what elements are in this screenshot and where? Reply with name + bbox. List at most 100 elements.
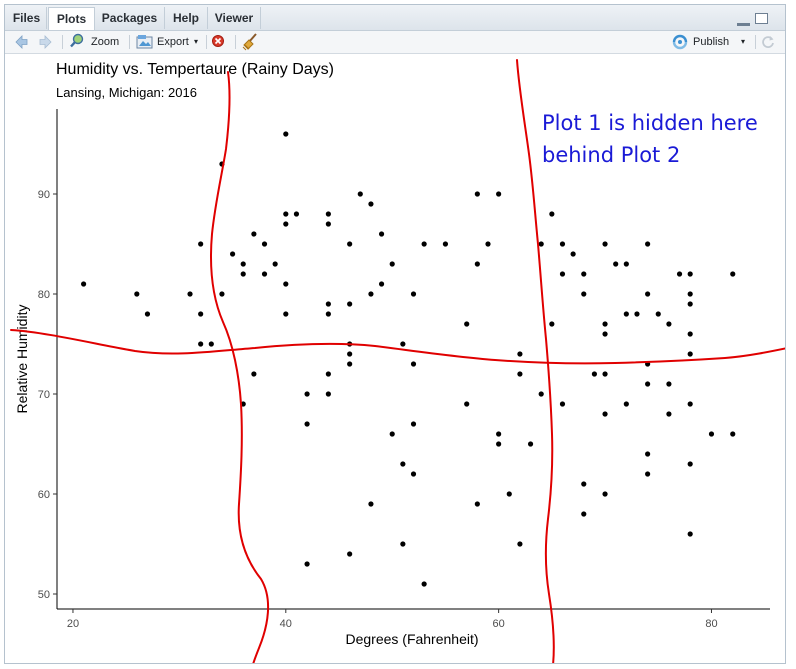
tab-plots[interactable]: Plots — [48, 7, 95, 30]
data-point — [676, 271, 683, 277]
data-point — [538, 391, 544, 397]
toolbar-divider — [755, 35, 756, 49]
data-point — [559, 271, 566, 277]
data-point — [219, 291, 225, 297]
remove-plot-button[interactable] — [211, 31, 225, 53]
annotation-note: Plot 1 is hidden here behind Plot 2 — [542, 107, 758, 171]
red-stroke-vertical-left — [210, 71, 270, 663]
data-point — [708, 431, 715, 437]
data-point — [581, 291, 587, 297]
x-tick-label: 40 — [280, 618, 292, 630]
data-point — [325, 221, 331, 227]
data-point — [645, 381, 651, 387]
zoom-magnifier-icon — [69, 31, 85, 61]
refresh-icon — [760, 36, 776, 56]
data-point — [368, 201, 374, 207]
data-point — [602, 321, 608, 327]
data-point — [602, 331, 608, 337]
zoom-button[interactable]: Zoom — [69, 31, 125, 53]
data-point — [645, 241, 651, 247]
data-point — [517, 371, 523, 377]
data-point — [283, 211, 289, 217]
data-point — [421, 241, 427, 247]
chevron-down-icon: ▾ — [741, 37, 746, 46]
data-point — [198, 241, 204, 247]
data-point — [325, 301, 331, 307]
data-point — [378, 231, 385, 237]
x-axis-title: Degrees (Fahrenheit) — [345, 631, 478, 647]
data-point — [410, 421, 417, 427]
tab-viewer[interactable]: Viewer — [208, 7, 261, 29]
clear-all-button[interactable] — [241, 31, 259, 53]
data-point — [506, 491, 512, 497]
data-point — [134, 291, 140, 297]
export-dropdown-button[interactable]: Export ▾ — [136, 31, 202, 53]
x-tick-label: 60 — [493, 618, 505, 630]
toolbar-divider — [235, 35, 236, 49]
data-point — [144, 311, 151, 317]
publish-label: Publish — [693, 36, 730, 48]
export-label: Export — [157, 36, 189, 48]
data-point — [410, 471, 417, 477]
data-point — [442, 241, 449, 247]
data-point — [325, 311, 331, 317]
data-point — [464, 321, 470, 327]
toolbar-divider — [129, 35, 130, 49]
minimize-icon[interactable] — [737, 18, 750, 26]
data-point — [410, 361, 417, 367]
back-arrow-icon[interactable] — [13, 31, 29, 53]
toolbar-divider — [206, 35, 207, 49]
data-point — [389, 261, 395, 267]
data-point — [378, 281, 385, 287]
data-point — [251, 371, 257, 377]
data-point — [283, 311, 289, 317]
data-point — [304, 561, 310, 567]
y-tick-label: 80 — [38, 289, 50, 301]
data-point — [666, 321, 672, 327]
data-point — [687, 531, 693, 537]
red-freehand-strokes — [10, 59, 785, 663]
zoom-label: Zoom — [91, 36, 120, 48]
data-point — [581, 511, 587, 517]
data-point — [687, 291, 693, 297]
data-point — [570, 251, 576, 257]
y-tick-label: 70 — [38, 389, 50, 401]
publish-icon — [671, 31, 689, 61]
forward-arrow-icon[interactable] — [38, 31, 54, 53]
tab-help[interactable]: Help — [165, 7, 208, 29]
data-point — [240, 261, 246, 267]
data-point — [347, 241, 353, 247]
data-point — [602, 241, 608, 247]
data-point — [634, 311, 640, 317]
data-point — [687, 351, 693, 357]
data-point — [559, 401, 566, 407]
y-tick-label: 60 — [38, 489, 50, 501]
data-point — [410, 291, 417, 297]
tab-packages[interactable]: Packages — [95, 7, 165, 29]
data-point — [400, 541, 406, 547]
data-point — [304, 391, 310, 397]
data-point — [325, 371, 331, 377]
data-point — [496, 191, 502, 197]
data-point — [272, 261, 278, 267]
tab-files[interactable]: Files — [7, 7, 47, 29]
data-point — [283, 281, 289, 287]
toolbar-divider — [62, 35, 63, 49]
data-point — [559, 241, 566, 247]
data-point — [602, 491, 608, 497]
data-point — [527, 441, 534, 447]
refresh-button[interactable] — [760, 31, 776, 53]
data-point — [347, 361, 353, 367]
data-point — [602, 411, 608, 417]
annotation-line-1: Plot 1 is hidden here — [542, 111, 758, 135]
maximize-icon[interactable] — [755, 13, 768, 24]
data-point — [687, 271, 693, 277]
data-point — [347, 351, 353, 357]
plot-subtitle: Lansing, Michigan: 2016 — [56, 85, 197, 100]
y-tick-label: 90 — [38, 189, 50, 201]
data-point — [347, 301, 353, 307]
x-tick-label: 80 — [705, 618, 717, 630]
publish-dropdown-button[interactable]: Publish ▾ — [671, 31, 753, 53]
data-point — [208, 341, 214, 347]
